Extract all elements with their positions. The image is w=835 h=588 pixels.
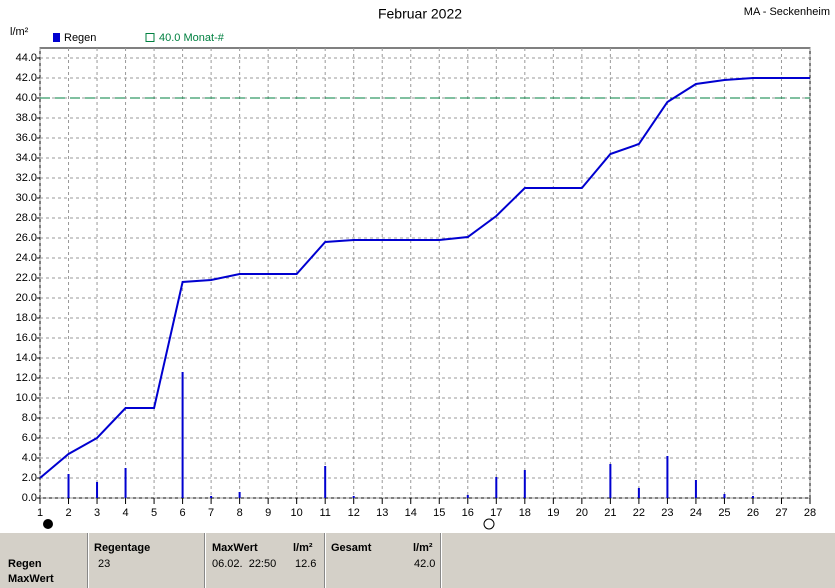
y-tick-label: 8.0	[22, 412, 37, 424]
header: l/m²	[293, 542, 313, 554]
bar	[181, 372, 184, 498]
x-tick-label: 26	[747, 507, 759, 519]
row-label: MaxWert	[8, 573, 54, 585]
bar	[723, 494, 726, 498]
value: 42.0	[414, 558, 436, 570]
y-tick-label: 20.0	[16, 292, 37, 304]
x-tick-label: 9	[265, 507, 271, 519]
y-tick-label: 4.0	[22, 452, 37, 464]
separator	[87, 533, 89, 588]
bar	[96, 482, 99, 498]
x-tick-label: 14	[405, 507, 417, 519]
bar	[609, 464, 612, 498]
value: 23	[98, 558, 111, 570]
legend-label: 40.0 Monat-#	[159, 32, 225, 44]
separator	[204, 533, 206, 588]
x-tick-label: 6	[180, 507, 186, 519]
value: 06.02. 22:50	[212, 558, 277, 570]
x-tick-label: 22	[633, 507, 645, 519]
x-tick-label: 21	[604, 507, 616, 519]
bar	[210, 496, 213, 498]
x-tick-label: 23	[661, 507, 673, 519]
x-tick-label: 18	[519, 507, 531, 519]
x-tick-label: 8	[237, 507, 243, 519]
x-tick-label: 5	[151, 507, 157, 519]
y-axis-label: l/m²	[10, 26, 29, 38]
y-tick-label: 6.0	[22, 432, 37, 444]
y-tick-label: 38.0	[16, 112, 37, 124]
x-tick-label: 12	[348, 507, 360, 519]
bar	[495, 477, 498, 498]
x-tick-label: 13	[376, 507, 388, 519]
x-tick-label: 19	[547, 507, 559, 519]
y-tick-label: 2.0	[22, 472, 37, 484]
header: MaxWert	[212, 542, 258, 554]
x-tick-label: 1	[37, 507, 43, 519]
row-label: Regen	[8, 558, 42, 570]
chart-title: Februar 2022	[378, 6, 462, 22]
x-tick-label: 25	[718, 507, 730, 519]
x-tick-label: 10	[291, 507, 303, 519]
bar	[637, 488, 640, 498]
x-tick-label: 28	[804, 507, 816, 519]
y-tick-label: 26.0	[16, 232, 37, 244]
bar	[324, 466, 327, 498]
bar	[124, 468, 127, 498]
legend-swatch	[145, 33, 155, 42]
y-tick-label: 14.0	[16, 352, 37, 364]
bar	[666, 456, 669, 498]
x-tick-label: 4	[122, 507, 128, 519]
x-tick-label: 17	[490, 507, 502, 519]
y-tick-label: 18.0	[16, 312, 37, 324]
chart: Februar 2022 MA - Seckenheim l/m² Regen …	[10, 6, 830, 530]
header: Gesamt	[331, 542, 372, 554]
x-tick-label: 3	[94, 507, 100, 519]
moon-icon	[43, 519, 53, 529]
bar	[352, 496, 355, 498]
summary-panel: Regen MaxWert Regentage 23 MaxWert l/m² …	[0, 533, 835, 588]
y-tick-label: 24.0	[16, 252, 37, 264]
x-tick-label: 20	[576, 507, 588, 519]
line	[39, 77, 810, 479]
bar	[523, 470, 526, 498]
bar	[751, 496, 754, 498]
y-tick-label: 22.0	[16, 272, 37, 284]
x-tick-label: 16	[462, 507, 474, 519]
bar	[238, 492, 241, 498]
y-tick-label: 28.0	[16, 212, 37, 224]
separator	[440, 533, 442, 588]
y-tick-label: 30.0	[16, 192, 37, 204]
bar	[694, 480, 697, 498]
y-tick-label: 44.0	[16, 52, 37, 64]
legend-swatch	[53, 33, 60, 42]
y-tick-label: 12.0	[16, 372, 37, 384]
separator	[324, 533, 326, 588]
x-tick-label: 27	[775, 507, 787, 519]
bar	[466, 495, 469, 498]
y-tick-label: 42.0	[16, 72, 37, 84]
y-tick-label: 10.0	[16, 392, 37, 404]
header: l/m²	[413, 542, 433, 554]
plot-frame	[39, 47, 811, 499]
value: 12.6	[295, 558, 317, 570]
station: MA - Seckenheim	[744, 6, 830, 18]
y-tick-label: 0.0	[22, 492, 37, 504]
moon-icon	[483, 518, 495, 530]
x-tick-label: 11	[319, 507, 330, 519]
y-tick-label: 40.0	[16, 92, 37, 104]
x-tick-label: 2	[65, 507, 71, 519]
x-tick-label: 24	[690, 507, 702, 519]
x-tick-label: 15	[433, 507, 445, 519]
y-tick-label: 16.0	[16, 332, 37, 344]
y-tick-label: 32.0	[16, 172, 37, 184]
y-tick-label: 34.0	[16, 152, 37, 164]
x-tick-label: 7	[208, 507, 214, 519]
bar	[67, 474, 70, 498]
y-tick-label: 36.0	[16, 132, 37, 144]
legend-label: Regen	[64, 32, 96, 44]
header: Regentage	[94, 542, 151, 554]
